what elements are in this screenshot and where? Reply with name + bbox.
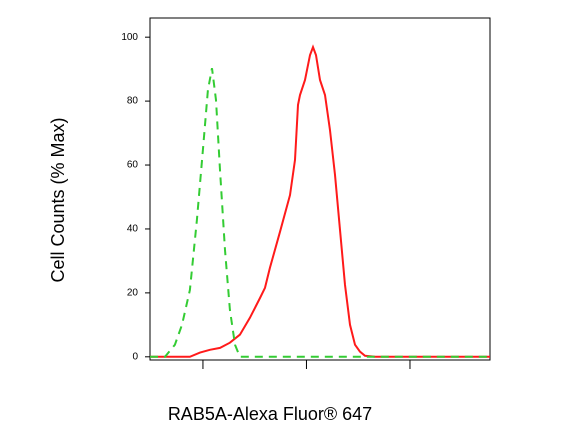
- y-tick-label: 60: [127, 160, 139, 171]
- y-tick-label: 0: [132, 351, 138, 362]
- y-axis-label: Cell Counts (% Max): [48, 117, 68, 282]
- x-axis-label: RAB5A-Alexa Fluor® 647: [168, 404, 372, 424]
- y-tick-label: 100: [121, 32, 138, 43]
- y-tick-label: 20: [127, 288, 139, 299]
- plot-frame: [149, 17, 491, 361]
- y-tick-label: 80: [127, 96, 139, 107]
- series-line: [150, 44, 490, 358]
- series-line: [150, 68, 490, 358]
- y-tick-label: 40: [127, 224, 139, 235]
